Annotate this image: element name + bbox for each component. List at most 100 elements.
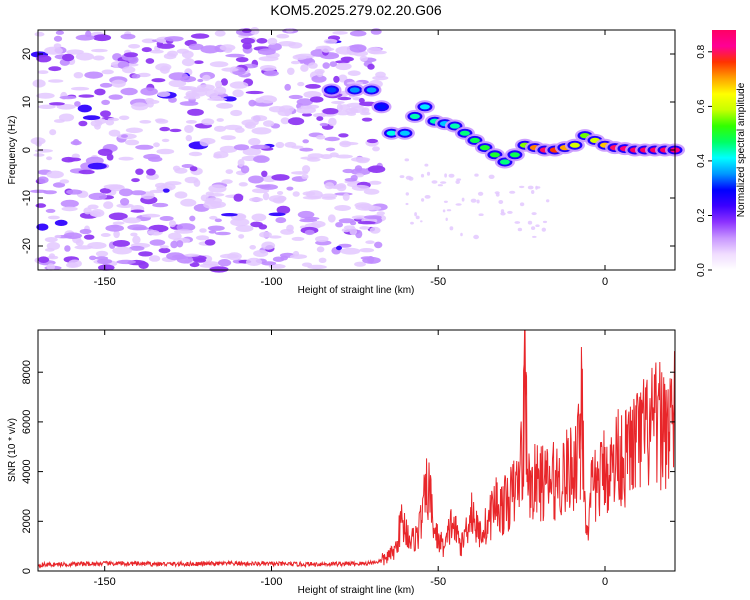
noise-blob — [148, 255, 161, 262]
noise-blob — [340, 56, 354, 62]
spectrogram-x-ticks: -150 -100 -50 0 — [94, 30, 608, 288]
noise-blob — [122, 217, 142, 224]
noise-blob — [263, 120, 275, 127]
noise-blob — [189, 215, 196, 222]
noise-blob — [258, 95, 277, 104]
noise-blob — [349, 30, 367, 37]
y-tick-label: 20 — [21, 48, 33, 60]
noise-blob — [208, 184, 227, 193]
noise-blob — [108, 212, 128, 221]
noise-blob — [153, 142, 160, 148]
noise-blob — [365, 240, 375, 244]
noise-blob — [245, 90, 264, 95]
noise-blob — [188, 151, 203, 157]
noise-blob — [59, 95, 77, 100]
noise-blob — [92, 34, 112, 42]
noise-blob — [238, 182, 248, 187]
noise-blob — [349, 44, 367, 53]
noise-blob — [473, 234, 479, 240]
noise-blob — [307, 264, 327, 270]
noise-blob — [271, 174, 290, 181]
noise-blob — [165, 181, 182, 186]
noise-blob — [180, 198, 197, 207]
noise-blob — [131, 73, 141, 79]
noise-blob — [296, 98, 313, 106]
noise-blob — [253, 250, 269, 257]
noise-blob — [359, 248, 375, 253]
noise-blob — [151, 78, 166, 83]
noise-blob — [238, 234, 245, 239]
noise-blob — [145, 58, 155, 64]
noise-blob — [162, 188, 170, 193]
noise-blob — [141, 38, 157, 44]
noise-blob — [181, 58, 195, 67]
noise-blob — [61, 206, 78, 212]
noise-blob — [45, 208, 56, 213]
noise-blob — [74, 101, 81, 107]
noise-blob — [222, 96, 237, 102]
noise-blob — [56, 104, 76, 110]
colorbar-tick-label: 0.8 — [696, 44, 707, 58]
noise-blob — [277, 109, 293, 117]
noise-blob — [220, 78, 228, 86]
noise-blob — [85, 156, 104, 165]
noise-blob — [431, 180, 438, 184]
noise-blob — [36, 223, 49, 231]
y-tick-label: 8000 — [21, 360, 33, 384]
ridge-point — [349, 87, 360, 93]
noise-blob — [542, 220, 548, 224]
noise-blob — [120, 87, 138, 96]
noise-blob — [32, 79, 46, 88]
noise-blob — [448, 173, 455, 178]
noise-blob — [351, 215, 368, 220]
noise-blob — [241, 119, 259, 126]
snr-panel: -150 -100 -50 0 0 2000 4000 6000 8000 Height of… — [7, 329, 676, 596]
noise-blob — [349, 227, 358, 236]
noise-blob — [75, 34, 95, 41]
noise-blob — [248, 175, 264, 184]
noise-blob — [221, 179, 233, 184]
noise-blob — [132, 226, 149, 231]
noise-blob — [67, 157, 82, 162]
noise-blob — [351, 184, 370, 191]
noise-blob — [455, 203, 462, 206]
noise-blob — [240, 37, 255, 45]
noise-blob — [507, 210, 513, 214]
ridge-point — [409, 113, 420, 119]
noise-blob — [193, 60, 204, 64]
noise-blob — [75, 52, 94, 61]
noise-blob — [37, 70, 49, 74]
noise-blob — [180, 76, 197, 83]
noise-blob — [33, 153, 45, 157]
noise-blob — [195, 235, 210, 241]
noise-blob — [147, 230, 160, 235]
noise-blob — [352, 97, 361, 101]
noise-blob — [290, 60, 301, 65]
noise-blob — [316, 134, 326, 140]
snr-x-ticks: -150 -100 -50 0 — [94, 330, 608, 588]
noise-blob — [316, 70, 324, 78]
noise-blob — [498, 200, 504, 204]
colorbar-tick-label: 0.2 — [696, 208, 707, 222]
noise-blob — [77, 104, 92, 113]
noise-blob — [36, 176, 49, 184]
noise-blob — [248, 138, 261, 146]
noise-blob — [299, 147, 314, 152]
noise-blob — [54, 234, 62, 239]
noise-blob — [29, 189, 49, 193]
ridge-point — [569, 142, 580, 148]
noise-blob — [66, 189, 83, 195]
noise-blob — [361, 107, 370, 114]
noise-blob — [321, 45, 332, 53]
noise-blob — [128, 44, 141, 49]
noise-blob — [155, 119, 169, 124]
noise-blob — [176, 223, 196, 232]
x-tick-label: -50 — [430, 576, 446, 588]
noise-blob — [297, 81, 305, 87]
noise-blob — [54, 219, 68, 226]
x-tick-label: -100 — [260, 276, 282, 288]
noise-blob — [218, 259, 232, 267]
figure-title: KOM5.2025.279.02.20.G06 — [270, 2, 441, 18]
noise-blob — [118, 156, 134, 161]
noise-blob — [174, 191, 188, 199]
